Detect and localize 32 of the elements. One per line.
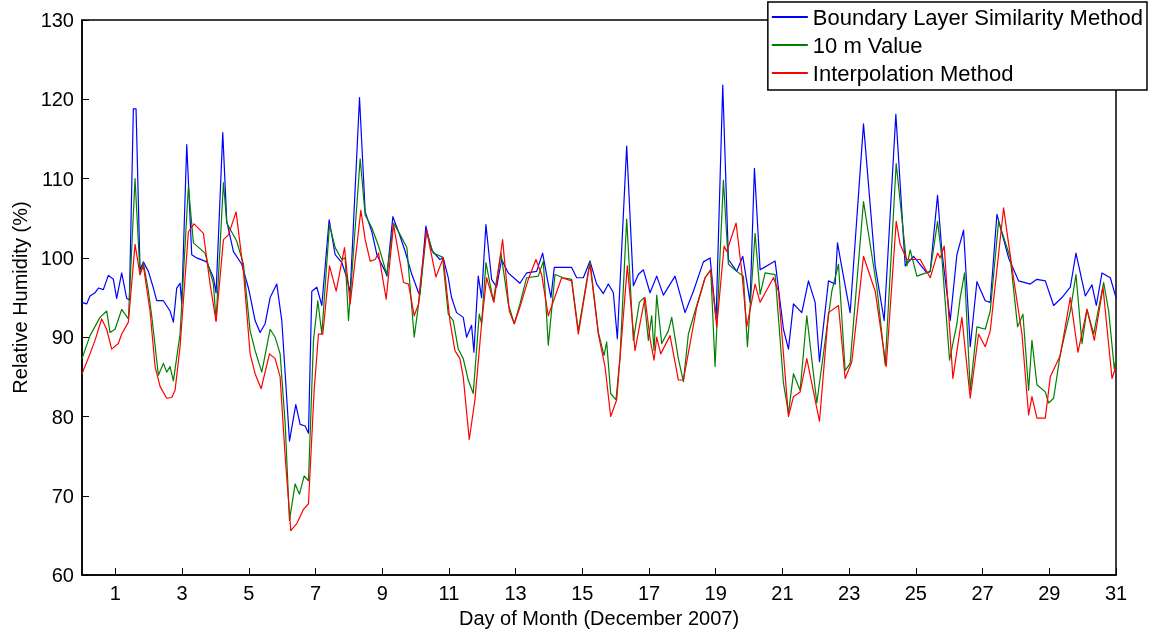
y-tick-label: 80 — [51, 405, 74, 428]
x-tick-label: 23 — [838, 582, 861, 605]
x-tick-label: 25 — [904, 582, 927, 605]
x-tick-label: 3 — [176, 582, 188, 605]
y-tick-label: 70 — [51, 484, 74, 507]
x-tick-label: 9 — [376, 582, 388, 605]
y-tick-label: 90 — [51, 326, 74, 349]
y-axis-title: Relative Humidity (%) — [8, 201, 31, 394]
y-tick-label: 110 — [42, 167, 74, 190]
x-tick-label: 19 — [704, 582, 727, 605]
x-tick-label: 29 — [1038, 582, 1061, 605]
y-tick-label: 100 — [40, 246, 74, 269]
y-tick-label: 120 — [40, 88, 74, 111]
line-series — [81, 207, 1117, 532]
y-tick-label: 130 — [40, 9, 74, 31]
line-series — [81, 158, 1117, 521]
x-tick-label: 21 — [771, 582, 794, 605]
line-series — [81, 84, 1117, 442]
legend-label: 10 m Value — [812, 32, 923, 58]
x-tick-label: 7 — [309, 582, 322, 605]
x-tick-label: 27 — [971, 582, 994, 605]
x-tick-label: 13 — [504, 582, 527, 605]
y-tick-label: 60 — [51, 564, 74, 587]
x-tick-label: 11 — [438, 582, 460, 605]
x-axis-title: Day of Month (December 2007) — [458, 607, 740, 629]
x-tick-label: 5 — [243, 582, 255, 605]
legend-label: Interpolation Method — [812, 60, 1014, 86]
x-tick-label: 1 — [109, 582, 121, 605]
legend-label: Boundary Layer Similarity Method — [812, 4, 1144, 30]
x-tick-label: 17 — [637, 582, 661, 605]
x-tick-label: 15 — [571, 582, 594, 605]
x-tick-label: 31 — [1104, 582, 1128, 605]
